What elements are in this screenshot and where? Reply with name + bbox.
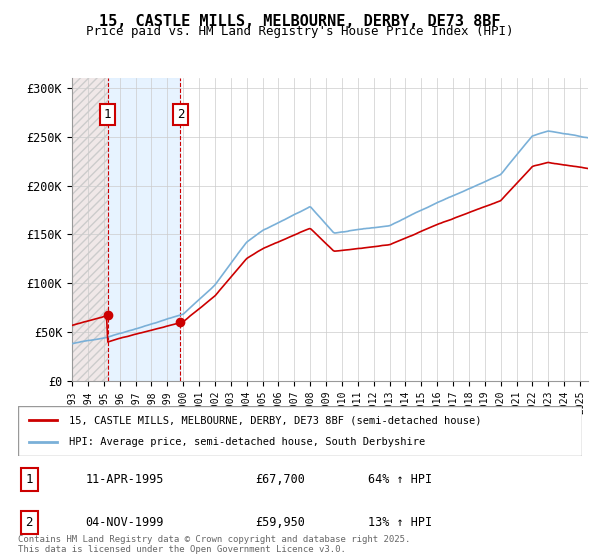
Text: Contains HM Land Registry data © Crown copyright and database right 2025.
This d: Contains HM Land Registry data © Crown c… bbox=[18, 535, 410, 554]
Text: HPI: Average price, semi-detached house, South Derbyshire: HPI: Average price, semi-detached house,… bbox=[69, 437, 425, 447]
Text: Price paid vs. HM Land Registry's House Price Index (HPI): Price paid vs. HM Land Registry's House … bbox=[86, 25, 514, 38]
Bar bbox=[108, 78, 181, 381]
Text: 2: 2 bbox=[26, 516, 33, 529]
FancyBboxPatch shape bbox=[18, 406, 582, 456]
Bar bbox=[72, 78, 108, 381]
Text: 15, CASTLE MILLS, MELBOURNE, DERBY, DE73 8BF (semi-detached house): 15, CASTLE MILLS, MELBOURNE, DERBY, DE73… bbox=[69, 415, 481, 425]
Text: 2: 2 bbox=[177, 108, 184, 121]
Text: 15, CASTLE MILLS, MELBOURNE, DERBY, DE73 8BF: 15, CASTLE MILLS, MELBOURNE, DERBY, DE73… bbox=[99, 14, 501, 29]
Text: £59,950: £59,950 bbox=[255, 516, 305, 529]
Text: 64% ↑ HPI: 64% ↑ HPI bbox=[368, 473, 432, 487]
Text: 1: 1 bbox=[104, 108, 112, 121]
Text: 1: 1 bbox=[26, 473, 33, 487]
Bar bbox=[72, 78, 108, 381]
Text: 04-NOV-1999: 04-NOV-1999 bbox=[86, 516, 164, 529]
Text: £67,700: £67,700 bbox=[255, 473, 305, 487]
Text: 13% ↑ HPI: 13% ↑ HPI bbox=[368, 516, 432, 529]
Text: 11-APR-1995: 11-APR-1995 bbox=[86, 473, 164, 487]
